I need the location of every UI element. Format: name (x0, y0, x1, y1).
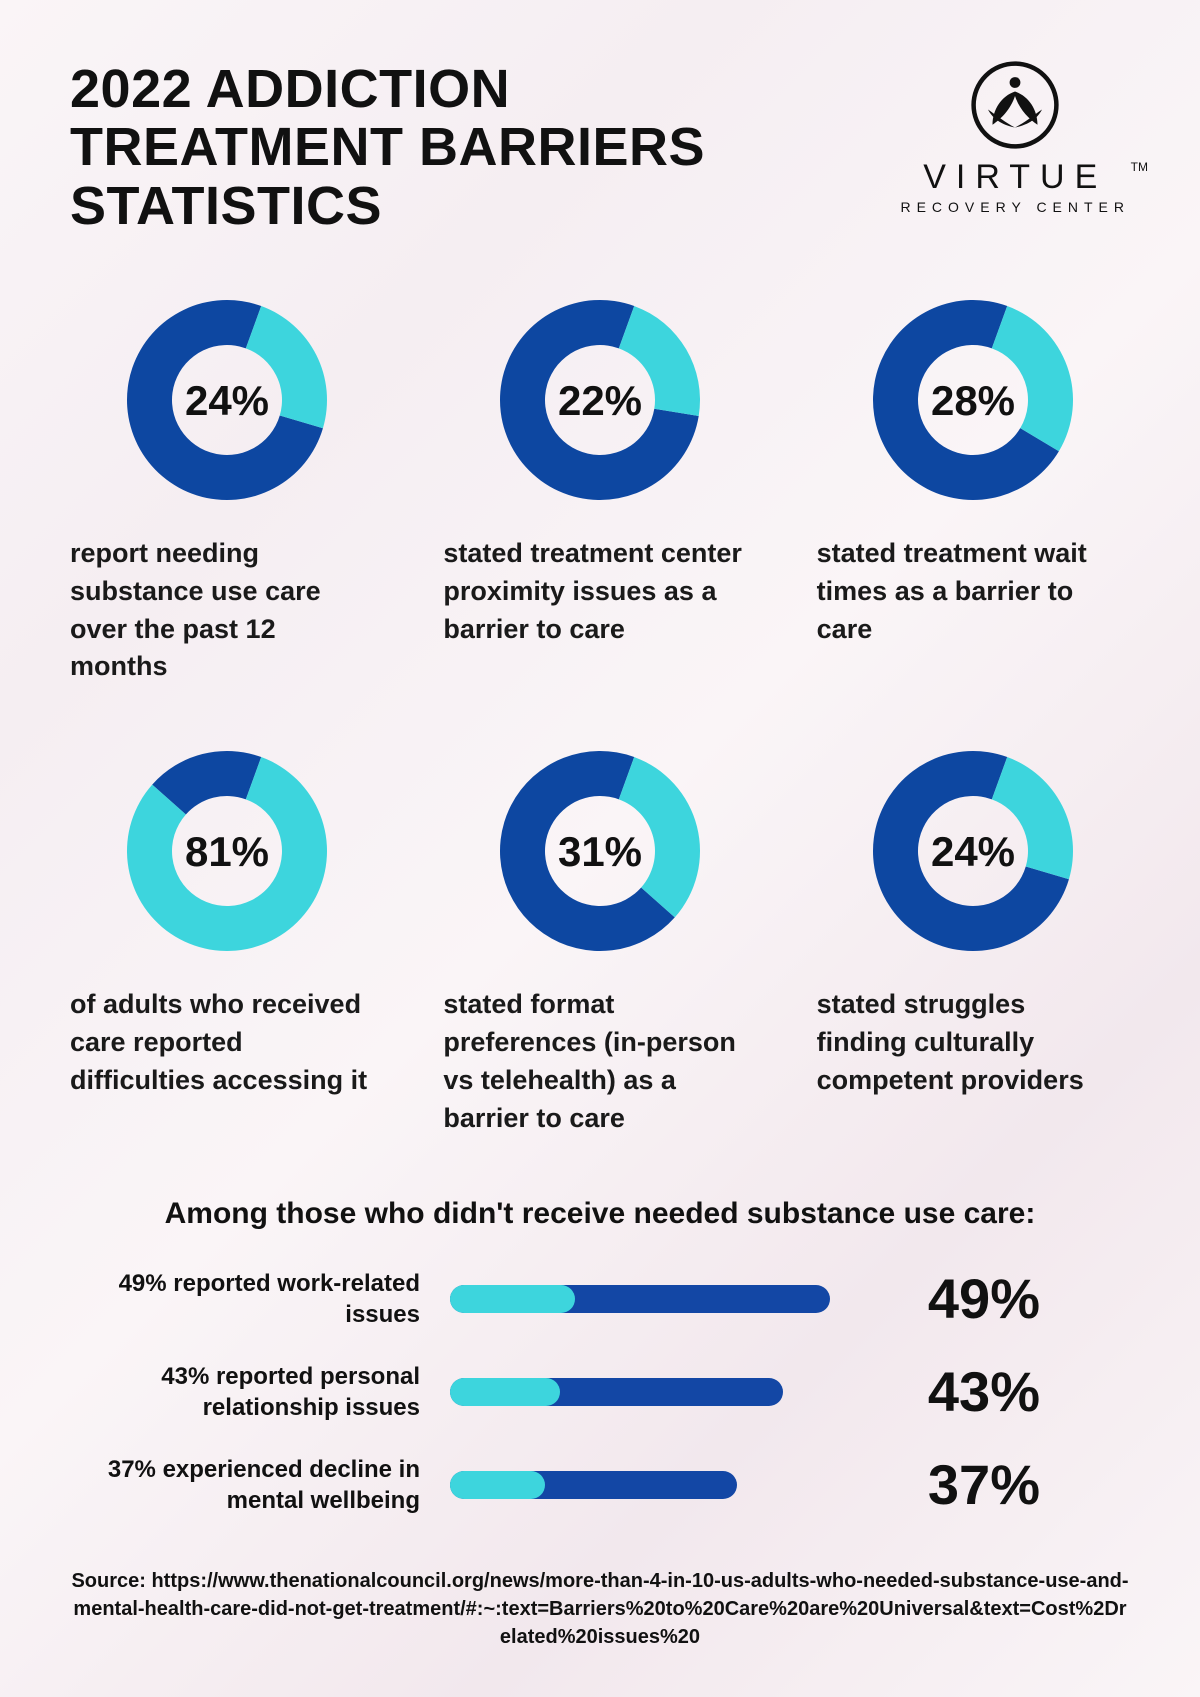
bar-section-title: Among those who didn't receive needed su… (70, 1197, 1130, 1231)
bar-percent: 43% (860, 1359, 1040, 1424)
donut-label: stated format preferences (in-person vs … (443, 986, 743, 1137)
bar-percent: 37% (860, 1452, 1040, 1517)
header: 2022 ADDICTION TREATMENT BARRIERS STATIS… (70, 60, 1130, 235)
donut-item: 31% stated format preferences (in-person… (443, 736, 756, 1137)
title-line-3: STATISTICS (70, 177, 705, 235)
donut-item: 81% of adults who received care reported… (70, 736, 383, 1137)
donut-chart: 81% (112, 736, 342, 966)
bar-row: 43% reported personal relationship issue… (90, 1359, 1110, 1424)
donut-percent: 31% (558, 828, 642, 875)
donut-chart: 22% (485, 285, 715, 515)
logo-name-text: VIRTUE (923, 158, 1107, 196)
donut-chart: 24% (858, 736, 1088, 966)
donut-percent: 28% (931, 377, 1015, 424)
bar-row: 49% reported work-related issues 49% (90, 1266, 1110, 1331)
donut-percent: 81% (185, 828, 269, 875)
bar-percent: 49% (860, 1266, 1040, 1331)
page-title: 2022 ADDICTION TREATMENT BARRIERS STATIS… (70, 60, 705, 235)
bar-chart (450, 1378, 830, 1406)
bar-label: 49% reported work-related issues (90, 1268, 420, 1330)
bar-list: 49% reported work-related issues 49% 43%… (70, 1266, 1130, 1517)
logo-name: VIRTUETM (900, 158, 1130, 197)
logo: VIRTUETM RECOVERY CENTER (900, 60, 1130, 215)
bar-label: 37% experienced decline in mental wellbe… (90, 1454, 420, 1516)
source-text: Source: https://www.thenationalcouncil.o… (70, 1567, 1130, 1651)
donut-chart: 24% (112, 285, 342, 515)
logo-subtitle: RECOVERY CENTER (900, 199, 1130, 215)
donut-label: report needing substance use care over t… (70, 535, 370, 686)
donut-chart: 31% (485, 736, 715, 966)
bar-chart (450, 1471, 830, 1499)
donut-grid: 24% report needing substance use care ov… (70, 285, 1130, 1137)
donut-item: 24% report needing substance use care ov… (70, 285, 383, 686)
donut-percent: 24% (185, 377, 269, 424)
bar-chart (450, 1285, 830, 1313)
donut-percent: 24% (931, 828, 1015, 875)
title-line-1: 2022 ADDICTION (70, 60, 705, 118)
donut-item: 22% stated treatment center proximity is… (443, 285, 756, 686)
donut-item: 24% stated struggles finding culturally … (817, 736, 1130, 1137)
title-line-2: TREATMENT BARRIERS (70, 118, 705, 176)
logo-tm: TM (1131, 160, 1148, 174)
donut-item: 28% stated treatment wait times as a bar… (817, 285, 1130, 686)
logo-icon (970, 60, 1060, 150)
donut-label: stated treatment center proximity issues… (443, 535, 743, 648)
donut-label: stated struggles finding culturally comp… (817, 986, 1117, 1099)
donut-chart: 28% (858, 285, 1088, 515)
donut-label: of adults who received care reported dif… (70, 986, 370, 1099)
donut-percent: 22% (558, 377, 642, 424)
donut-label: stated treatment wait times as a barrier… (817, 535, 1117, 648)
bar-row: 37% experienced decline in mental wellbe… (90, 1452, 1110, 1517)
bar-label: 43% reported personal relationship issue… (90, 1361, 420, 1423)
